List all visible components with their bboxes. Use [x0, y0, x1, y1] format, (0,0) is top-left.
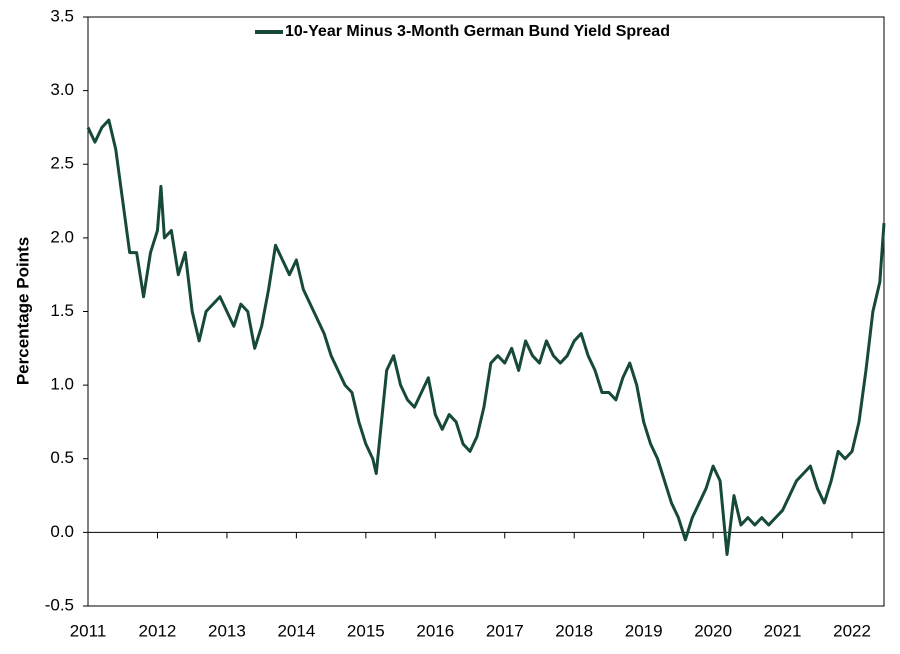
- x-tick-label: 2015: [347, 621, 385, 640]
- y-tick-label: 3.0: [50, 80, 74, 99]
- x-tick-label: 2013: [208, 621, 246, 640]
- data-line: [86, 118, 886, 556]
- x-tick-label: 2021: [764, 621, 802, 640]
- y-tick-label: -0.5: [45, 595, 74, 614]
- y-tick-label: 2.5: [50, 154, 74, 173]
- y-tick-label: 3.5: [50, 6, 74, 25]
- x-tick-label: 2020: [694, 621, 732, 640]
- x-tick-label: 2016: [416, 621, 454, 640]
- y-axis-title: Percentage Points: [13, 237, 32, 385]
- y-tick-label: 1.0: [50, 375, 74, 394]
- legend-label: 10-Year Minus 3-Month German Bund Yield …: [285, 23, 670, 40]
- x-tick-label: 2011: [70, 621, 107, 640]
- x-tick-label: 2017: [486, 621, 524, 640]
- y-tick-label: 2.0: [50, 227, 74, 246]
- x-tick-label: 2022: [833, 621, 871, 640]
- x-tick-label: 2019: [625, 621, 663, 640]
- y-tick-label: 1.5: [50, 301, 74, 320]
- y-tick-label: 0.5: [50, 448, 74, 467]
- x-tick-label: 2014: [277, 621, 315, 640]
- x-tick-label: 2012: [139, 621, 177, 640]
- x-tick-label: 2018: [555, 621, 593, 640]
- y-tick-label: 0.0: [50, 522, 74, 541]
